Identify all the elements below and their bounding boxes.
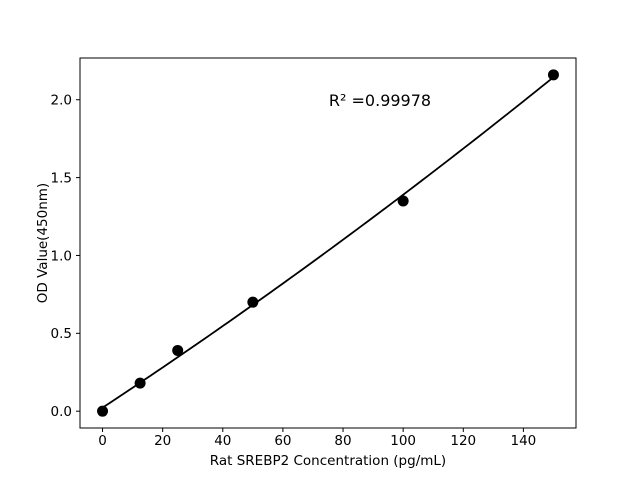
y-axis-label: OD Value(450nm) bbox=[35, 183, 51, 303]
x-axis-label: Rat SREBP2 Concentration (pg/mL) bbox=[210, 453, 446, 469]
x-tick-label: 140 bbox=[511, 433, 537, 449]
fit-line bbox=[101, 76, 555, 409]
x-tick-label: 60 bbox=[274, 433, 291, 449]
y-tick-label: 2.0 bbox=[51, 93, 72, 109]
r-squared-annotation: R² =0.99978 bbox=[329, 91, 431, 110]
data-point bbox=[97, 405, 109, 417]
data-point bbox=[547, 69, 559, 81]
y-tick-label: 0.5 bbox=[51, 326, 72, 342]
data-point bbox=[397, 195, 409, 207]
series-layer bbox=[97, 69, 559, 417]
y-tick-label: 1.0 bbox=[51, 248, 72, 264]
plot-area-border bbox=[79, 57, 577, 429]
x-tick-label: 80 bbox=[334, 433, 351, 449]
data-point bbox=[247, 296, 259, 308]
x-tick-label: 40 bbox=[214, 433, 231, 449]
x-tick-label: 0 bbox=[98, 433, 107, 449]
x-tick-label: 100 bbox=[390, 433, 416, 449]
y-tick-label: 1.5 bbox=[51, 170, 72, 186]
x-tick-label: 20 bbox=[154, 433, 171, 449]
y-tick-label: 0.0 bbox=[51, 404, 72, 420]
x-axis-ticks: 0 20 40 60 80 100 120 140 bbox=[98, 428, 536, 449]
x-tick-label: 120 bbox=[450, 433, 476, 449]
y-axis-ticks: 0.0 0.5 1.0 1.5 2.0 bbox=[51, 93, 80, 420]
data-point bbox=[134, 377, 146, 389]
data-point bbox=[172, 344, 184, 356]
